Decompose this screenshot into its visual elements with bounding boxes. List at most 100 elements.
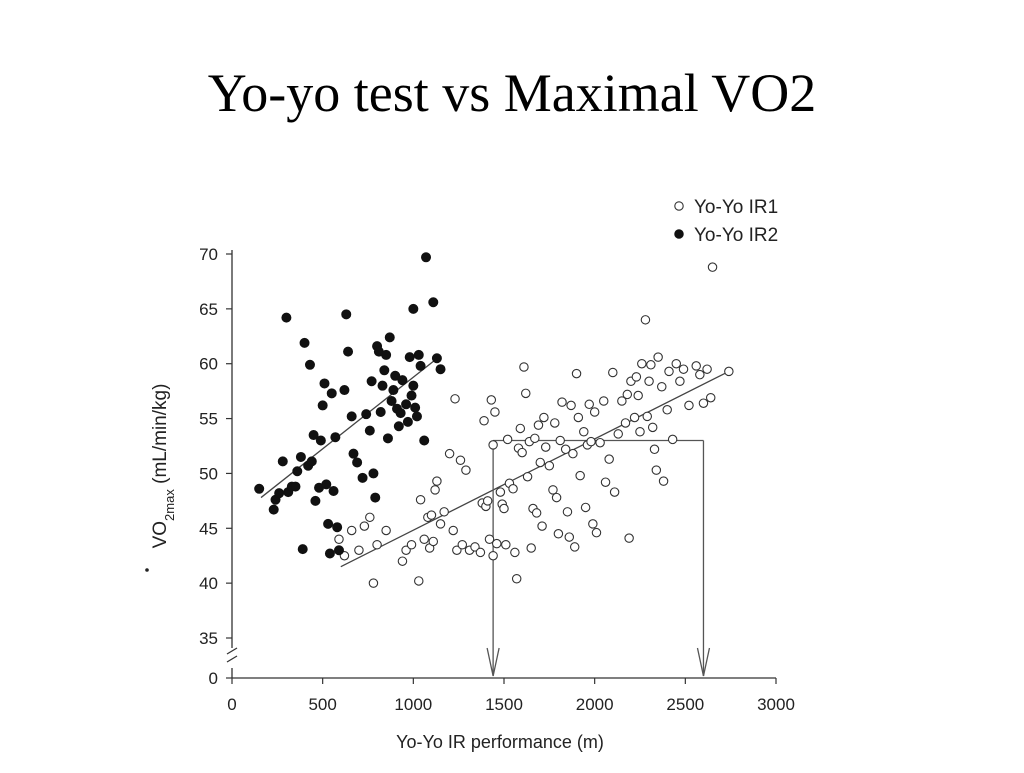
- x-tick-label: 500: [308, 695, 336, 714]
- ir1-data-point: [470, 542, 480, 552]
- ir1-data-point: [647, 422, 658, 433]
- ir2-data-point: [332, 522, 343, 533]
- ir1-data-point: [622, 389, 633, 400]
- ir2-data-point: [388, 385, 399, 396]
- ir1-data-point: [508, 484, 518, 494]
- ir1-data-point: [591, 527, 602, 538]
- ir1-fit-line: [340, 370, 730, 568]
- y-tick-label: 70: [199, 245, 218, 264]
- ir1-data-point: [573, 412, 584, 423]
- ir1-data-point: [702, 364, 712, 374]
- ir1-data-point: [511, 574, 522, 584]
- ir1-data-point: [595, 437, 605, 448]
- ir1-data-point: [608, 367, 618, 378]
- ir2-data-point: [348, 448, 359, 459]
- ir2-data-point: [326, 388, 337, 399]
- ir1-data-point: [450, 394, 460, 404]
- ir2-data-point: [413, 349, 424, 360]
- ir1-data-point: [540, 442, 551, 452]
- ir1-data-point: [484, 534, 495, 545]
- ir1-data-point: [495, 487, 506, 497]
- ir1-data-point: [435, 519, 446, 529]
- ir1-data-point: [671, 358, 682, 369]
- x-tick-label: 1000: [394, 695, 432, 714]
- ir1-data-point: [439, 507, 449, 517]
- x-tick-label: 2000: [576, 695, 614, 714]
- ir1-data-point: [401, 545, 411, 555]
- ir1-data-point: [600, 477, 611, 487]
- legend-label-ir1: Yo-Yo IR1: [694, 197, 778, 218]
- ir1-data-point: [510, 547, 520, 558]
- ir1-data-point: [657, 382, 667, 392]
- y-tick-label: 60: [199, 355, 218, 374]
- ir2-data-point: [290, 481, 301, 492]
- ir1-data-point: [544, 460, 555, 471]
- ir1-data-point: [430, 485, 440, 495]
- ir2-data-point: [366, 376, 377, 387]
- ir2-data-point: [381, 349, 392, 360]
- ir1-data-point: [426, 510, 437, 520]
- ir1-data-point: [461, 465, 471, 475]
- ir1-data-point: [579, 426, 589, 437]
- ir1-data-point: [584, 399, 594, 410]
- ir1-data-point: [530, 433, 540, 444]
- y-axis-label-dot: [145, 568, 149, 572]
- ir2-data-point: [328, 485, 339, 496]
- ir1-data-point: [569, 542, 580, 552]
- ir1-data-point: [646, 360, 656, 370]
- ir2-data-point: [421, 252, 432, 263]
- ir1-data-point: [698, 398, 709, 408]
- ir1-data-point: [705, 392, 716, 403]
- ir2-data-point: [379, 365, 390, 376]
- ir1-data-point: [372, 539, 382, 550]
- ir1-data-point: [562, 507, 573, 517]
- ir1-data-point: [346, 525, 357, 536]
- ir1-data-point: [586, 436, 596, 447]
- ir2-data-point: [404, 352, 415, 363]
- ir2-data-point: [343, 346, 354, 357]
- ir2-data-point: [364, 425, 375, 436]
- slide-title: Yo-yo test vs Maximal VO2: [207, 63, 817, 123]
- ir1-data-point: [479, 416, 489, 426]
- ir1-data-point: [502, 434, 513, 445]
- ir1-data-point: [499, 503, 509, 514]
- ir1-data-point: [724, 366, 734, 377]
- ir1-data-point: [631, 372, 642, 382]
- ir1-data-point: [517, 447, 527, 458]
- ir2-data-point: [295, 451, 306, 462]
- ir1-data-point: [649, 444, 660, 455]
- ir1-data-point: [662, 405, 672, 415]
- ir2-data-point: [395, 408, 406, 419]
- ir1-data-point: [667, 434, 678, 445]
- ir2-data-point: [268, 504, 279, 515]
- ir2-data-point: [281, 312, 292, 323]
- ir1-data-point: [557, 397, 567, 407]
- ir1-data-point: [658, 476, 669, 486]
- ir1-data-point: [488, 440, 498, 450]
- ir2-data-point: [333, 545, 344, 556]
- ir1-data-point: [633, 390, 643, 401]
- ir2-data-point: [317, 400, 328, 411]
- ir1-data-point: [533, 420, 544, 430]
- ir2-data-point: [310, 495, 321, 506]
- ir1-data-point: [653, 352, 663, 362]
- ir1-data-point: [629, 412, 640, 423]
- ir1-data-point: [359, 521, 370, 531]
- ir1-data-point: [455, 455, 466, 466]
- ir2-data-point: [299, 337, 310, 348]
- ir2-data-point: [341, 309, 352, 320]
- ir2-data-point: [352, 457, 363, 468]
- ir2-data-point: [408, 303, 419, 314]
- ir2-data-point: [304, 359, 315, 370]
- y-tick-label: 40: [199, 574, 218, 593]
- ir1-data-point: [539, 412, 549, 423]
- ir1-data-point: [566, 400, 576, 411]
- ir1-data-point: [428, 536, 439, 547]
- ir1-data-point: [419, 534, 429, 545]
- ir1-data-point: [555, 435, 565, 446]
- ir1-data-point: [521, 388, 531, 399]
- y-axis-break-mark: [226, 647, 238, 655]
- ir1-data-point: [571, 368, 582, 379]
- ir2-data-point: [292, 466, 303, 477]
- ir2-data-point: [428, 297, 439, 308]
